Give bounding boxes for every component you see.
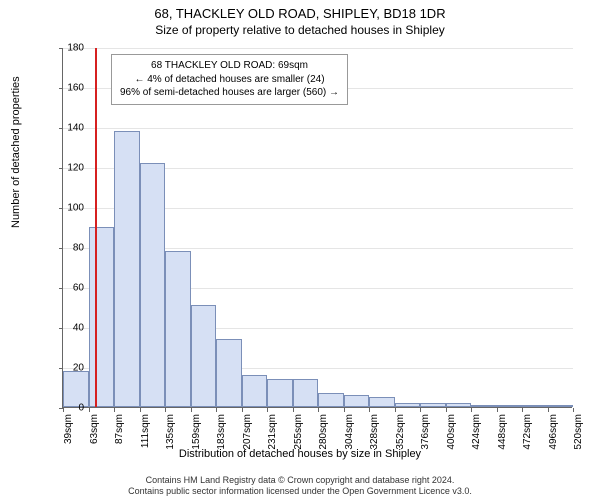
chart-subtitle: Size of property relative to detached ho… (0, 21, 600, 37)
x-tick (191, 408, 192, 412)
histogram-bar (140, 163, 166, 407)
x-tick (242, 408, 243, 412)
y-tick-label: 120 (67, 163, 84, 174)
y-tick (59, 168, 63, 169)
x-tick-label: 63sqm (89, 414, 100, 444)
y-tick (59, 48, 63, 49)
histogram-bar (318, 393, 344, 407)
x-tick (420, 408, 421, 412)
y-tick (59, 88, 63, 89)
y-gridline (63, 128, 573, 129)
chart-title: 68, THACKLEY OLD ROAD, SHIPLEY, BD18 1DR (0, 0, 600, 21)
y-tick-label: 160 (67, 83, 84, 94)
y-tick-label: 60 (73, 283, 84, 294)
y-tick (59, 328, 63, 329)
y-tick (59, 248, 63, 249)
x-tick-label: 352sqm (395, 414, 406, 450)
y-tick (59, 128, 63, 129)
x-tick-label: 159sqm (191, 414, 202, 450)
histogram-bar (522, 405, 548, 407)
y-gridline (63, 48, 573, 49)
x-tick-label: 280sqm (318, 414, 329, 450)
histogram-bar (369, 397, 395, 407)
histogram-bar (344, 395, 370, 407)
x-tick-label: 255sqm (293, 414, 304, 450)
x-tick-label: 231sqm (267, 414, 278, 450)
x-tick-label: 39sqm (63, 414, 74, 444)
x-tick (522, 408, 523, 412)
histogram-bar (89, 227, 115, 407)
y-tick-label: 80 (73, 243, 84, 254)
x-tick-label: 207sqm (242, 414, 253, 450)
copyright-line1: Contains HM Land Registry data © Crown c… (0, 475, 600, 486)
info-box-line: 68 THACKLEY OLD ROAD: 69sqm (120, 59, 339, 73)
x-tick (89, 408, 90, 412)
y-tick (59, 288, 63, 289)
x-tick (497, 408, 498, 412)
histogram-bar (395, 403, 421, 407)
x-tick (548, 408, 549, 412)
y-tick-label: 140 (67, 123, 84, 134)
x-tick (140, 408, 141, 412)
histogram-bar (191, 305, 217, 407)
histogram-bar (497, 405, 523, 407)
y-tick-label: 40 (73, 323, 84, 334)
x-tick-label: 448sqm (497, 414, 508, 450)
chart-area: 39sqm63sqm87sqm111sqm135sqm159sqm183sqm2… (62, 48, 572, 408)
x-tick-label: 304sqm (344, 414, 355, 450)
x-tick (369, 408, 370, 412)
x-tick (318, 408, 319, 412)
y-tick-label: 20 (73, 363, 84, 374)
histogram-bar (242, 375, 268, 407)
x-tick (573, 408, 574, 412)
x-tick-label: 496sqm (548, 414, 559, 450)
x-tick (446, 408, 447, 412)
copyright: Contains HM Land Registry data © Crown c… (0, 475, 600, 497)
histogram-bar (471, 405, 497, 407)
x-tick (63, 408, 64, 412)
y-tick-label: 180 (67, 43, 84, 54)
x-tick-label: 328sqm (369, 414, 380, 450)
x-tick-label: 520sqm (573, 414, 584, 450)
x-tick-label: 424sqm (471, 414, 482, 450)
x-tick (293, 408, 294, 412)
x-tick-label: 400sqm (446, 414, 457, 450)
x-tick-label: 376sqm (420, 414, 431, 450)
y-tick (59, 208, 63, 209)
info-box: 68 THACKLEY OLD ROAD: 69sqm← 4% of detac… (111, 54, 348, 105)
histogram-bar (114, 131, 140, 407)
x-tick-label: 135sqm (165, 414, 176, 450)
histogram-bar (446, 403, 472, 407)
histogram-bar (420, 403, 446, 407)
plot: 39sqm63sqm87sqm111sqm135sqm159sqm183sqm2… (62, 48, 572, 408)
info-box-line: 96% of semi-detached houses are larger (… (120, 86, 339, 100)
x-tick (267, 408, 268, 412)
histogram-bar (63, 371, 89, 407)
x-tick (395, 408, 396, 412)
x-tick (114, 408, 115, 412)
x-tick (344, 408, 345, 412)
histogram-bar (293, 379, 319, 407)
histogram-bar (165, 251, 191, 407)
y-tick-label: 100 (67, 203, 84, 214)
x-tick (471, 408, 472, 412)
y-axis-label: Number of detached properties (10, 76, 22, 228)
x-tick (165, 408, 166, 412)
x-tick-label: 183sqm (216, 414, 227, 450)
property-marker-line (95, 48, 97, 407)
x-tick-label: 111sqm (140, 414, 151, 448)
y-tick-label: 0 (78, 403, 84, 414)
x-axis-label: Distribution of detached houses by size … (0, 448, 600, 460)
x-tick (216, 408, 217, 412)
histogram-bar (267, 379, 293, 407)
histogram-bar (548, 405, 574, 407)
x-tick-label: 472sqm (522, 414, 533, 450)
copyright-line2: Contains public sector information licen… (0, 486, 600, 497)
y-tick (59, 368, 63, 369)
histogram-bar (216, 339, 242, 407)
x-tick-label: 87sqm (114, 414, 125, 444)
info-box-line: ← 4% of detached houses are smaller (24) (120, 73, 339, 87)
